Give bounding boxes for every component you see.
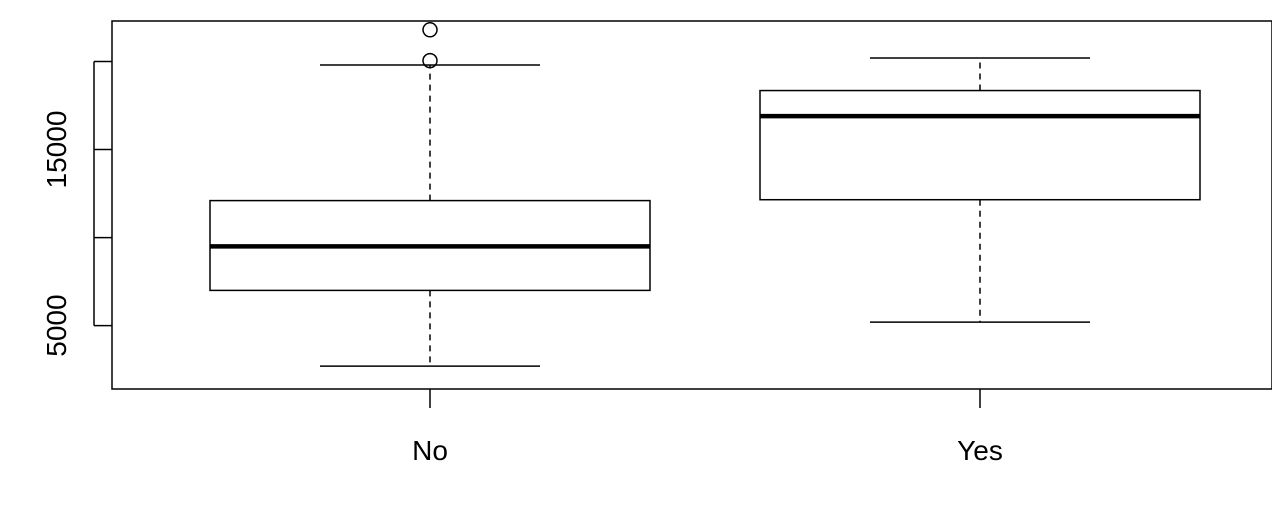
y-tick-label-5000: 5000 <box>41 294 72 356</box>
x-tick-label-yes: Yes <box>957 435 1003 466</box>
boxes-group <box>209 22 1201 367</box>
x-axis: No Yes <box>412 389 1003 466</box>
plot-frame <box>111 20 1272 390</box>
x-tick-label-no: No <box>412 435 448 466</box>
box-yes <box>759 89 1201 201</box>
y-axis: 5000 15000 <box>41 60 112 357</box>
outlier-no-0 <box>422 52 438 69</box>
y-tick-label-15000: 15000 <box>41 111 72 189</box>
outlier-no-1 <box>422 22 438 38</box>
